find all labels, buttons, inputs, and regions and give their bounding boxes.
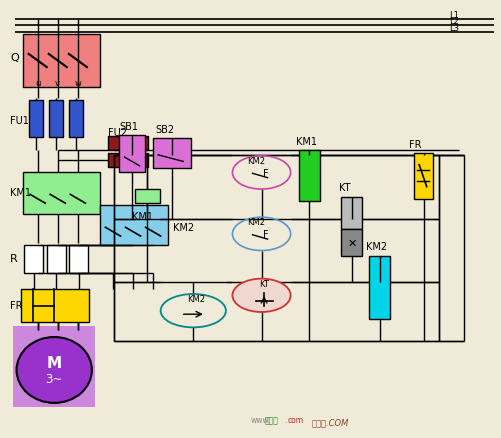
Text: www.: www. (250, 415, 271, 424)
Text: SB2: SB2 (155, 124, 174, 134)
Bar (108, 137, 148, 151)
Text: com: com (287, 415, 303, 424)
Text: KM2: KM2 (247, 218, 265, 227)
Bar (119, 136, 144, 173)
Bar (341, 230, 362, 256)
Text: FR: FR (408, 140, 421, 150)
Text: KT: KT (259, 279, 269, 288)
Bar (298, 151, 319, 201)
Text: u: u (35, 79, 40, 88)
Bar (23, 173, 100, 215)
Text: KM2: KM2 (173, 223, 194, 233)
Text: v: v (55, 79, 60, 88)
Text: Q: Q (10, 53, 19, 63)
Text: KM1: KM1 (10, 188, 31, 198)
Text: KT: KT (338, 183, 350, 193)
Text: L1: L1 (448, 11, 458, 20)
Text: 3~: 3~ (46, 372, 63, 385)
Bar (29, 101, 43, 138)
Text: ✕: ✕ (347, 238, 356, 248)
Bar (341, 197, 362, 230)
Text: FU2: FU2 (108, 127, 127, 137)
Text: FR: FR (10, 301, 23, 311)
Bar (13, 326, 95, 407)
Bar (47, 245, 66, 274)
Bar (100, 206, 168, 245)
Text: KM2: KM2 (247, 156, 265, 166)
Text: KM1: KM1 (296, 137, 317, 147)
Text: SB1: SB1 (119, 121, 138, 131)
Text: KM1: KM1 (132, 212, 153, 222)
Text: KM2: KM2 (366, 242, 387, 252)
Text: L3: L3 (448, 24, 458, 33)
Text: F: F (262, 230, 268, 240)
Text: F: F (262, 169, 268, 179)
Text: 接线图.COM: 接线图.COM (311, 417, 348, 426)
Bar (49, 101, 63, 138)
Bar (23, 35, 100, 88)
Text: M: M (47, 355, 62, 370)
Bar (134, 189, 159, 204)
Text: FU1: FU1 (10, 116, 29, 125)
Bar (24, 245, 43, 274)
Bar (153, 139, 190, 169)
Bar (413, 153, 432, 199)
Text: KM2: KM2 (186, 294, 204, 304)
Bar (21, 289, 89, 322)
Circle shape (17, 337, 92, 403)
Text: w: w (74, 79, 81, 88)
Bar (69, 245, 88, 274)
Text: L2: L2 (448, 17, 458, 26)
Text: .: . (284, 415, 286, 424)
Bar (69, 101, 83, 138)
Ellipse shape (232, 279, 290, 312)
Bar (108, 153, 148, 167)
Text: 接线图: 接线图 (264, 415, 278, 424)
Text: R: R (10, 254, 18, 263)
Bar (368, 256, 389, 320)
